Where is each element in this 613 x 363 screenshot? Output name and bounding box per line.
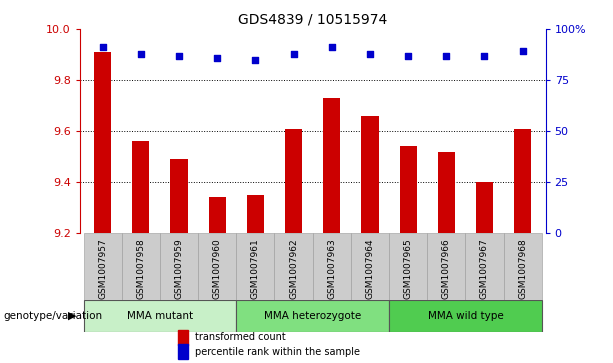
Bar: [400, 146, 417, 233]
Point: [403, 53, 413, 58]
Bar: [313, 233, 351, 300]
Bar: [236, 300, 389, 331]
Text: MMA heterozygote: MMA heterozygote: [264, 311, 361, 321]
Point: [97, 45, 107, 50]
Text: GSM1007964: GSM1007964: [365, 238, 375, 299]
Point: [136, 50, 146, 56]
Text: GSM1007960: GSM1007960: [213, 238, 222, 299]
Bar: [170, 159, 188, 233]
Text: GSM1007968: GSM1007968: [518, 238, 527, 299]
Text: MMA mutant: MMA mutant: [127, 311, 193, 321]
Bar: [132, 141, 150, 233]
Bar: [514, 129, 531, 233]
Text: GSM1007957: GSM1007957: [98, 238, 107, 299]
Bar: [178, 330, 188, 345]
Bar: [427, 233, 465, 300]
Point: [327, 45, 337, 50]
Title: GDS4839 / 10515974: GDS4839 / 10515974: [238, 12, 387, 26]
Bar: [83, 233, 122, 300]
Bar: [285, 129, 302, 233]
Text: GSM1007963: GSM1007963: [327, 238, 336, 299]
Point: [441, 53, 451, 58]
Text: GSM1007966: GSM1007966: [442, 238, 451, 299]
Bar: [198, 233, 236, 300]
Bar: [361, 116, 378, 233]
Bar: [476, 182, 493, 233]
Bar: [275, 233, 313, 300]
Bar: [389, 233, 427, 300]
Text: GSM1007965: GSM1007965: [403, 238, 413, 299]
Bar: [247, 195, 264, 233]
Point: [518, 49, 528, 54]
Bar: [438, 151, 455, 233]
Text: percentile rank within the sample: percentile rank within the sample: [195, 347, 360, 357]
Point: [479, 53, 489, 58]
Bar: [208, 197, 226, 233]
Text: GSM1007961: GSM1007961: [251, 238, 260, 299]
Bar: [503, 233, 542, 300]
Text: ▶: ▶: [68, 311, 77, 321]
Point: [289, 50, 299, 56]
Point: [212, 55, 222, 61]
Text: transformed count: transformed count: [195, 332, 286, 342]
Text: GSM1007967: GSM1007967: [480, 238, 489, 299]
Text: GSM1007958: GSM1007958: [136, 238, 145, 299]
Text: GSM1007959: GSM1007959: [175, 238, 183, 299]
Bar: [351, 233, 389, 300]
Bar: [465, 233, 503, 300]
Text: MMA wild type: MMA wild type: [427, 311, 503, 321]
Bar: [178, 344, 188, 359]
Bar: [323, 98, 340, 233]
Point: [174, 53, 184, 58]
Text: genotype/variation: genotype/variation: [3, 311, 102, 321]
Bar: [83, 300, 236, 331]
Point: [365, 50, 375, 56]
Bar: [236, 233, 275, 300]
Text: GSM1007962: GSM1007962: [289, 238, 298, 299]
Bar: [160, 233, 198, 300]
Point: [251, 57, 261, 62]
Bar: [389, 300, 542, 331]
Bar: [122, 233, 160, 300]
Bar: [94, 52, 111, 233]
